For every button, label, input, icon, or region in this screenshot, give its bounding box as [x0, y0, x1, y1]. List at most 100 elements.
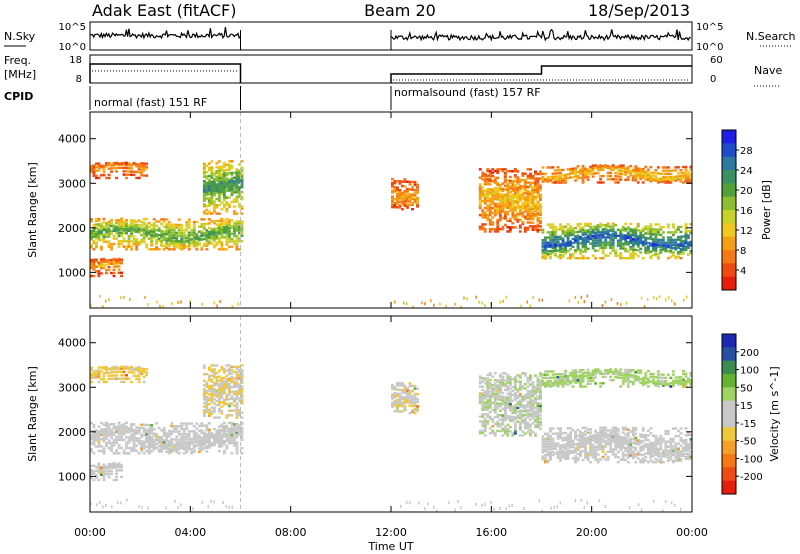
echo-cell — [95, 230, 98, 234]
echo-cell — [611, 228, 615, 231]
echo-cell — [411, 400, 414, 403]
echo-cell — [496, 181, 500, 185]
echo-cell — [516, 188, 520, 191]
echo-cell — [584, 442, 587, 446]
echo-cell — [217, 178, 221, 182]
echo-cell — [551, 432, 555, 435]
echo-cell — [172, 242, 176, 245]
echo-cell — [649, 451, 653, 454]
echo-cell — [401, 398, 404, 401]
echo-cell — [393, 188, 397, 191]
echo-cell — [135, 429, 139, 432]
echo-cell — [222, 376, 226, 379]
echo-cell — [152, 434, 156, 437]
echo-cell — [488, 223, 492, 226]
echo-cell — [684, 230, 688, 233]
echo-cell — [564, 243, 567, 246]
echo-cell — [651, 450, 655, 453]
echo-cell — [238, 370, 241, 373]
echo-cell — [175, 441, 179, 444]
echo-cell — [523, 426, 527, 430]
echo-cell — [233, 433, 236, 437]
echo-cell — [629, 233, 633, 236]
echo-cell — [523, 410, 527, 413]
echo-cell — [636, 239, 640, 242]
echo-cell — [107, 447, 111, 450]
echo-cell — [526, 392, 530, 395]
echo-cell — [112, 167, 116, 170]
echo-cell — [102, 233, 106, 236]
echo-cell — [496, 396, 500, 399]
echo-cell — [120, 258, 123, 261]
echo-cell — [478, 401, 482, 404]
echo-cell — [518, 426, 522, 429]
echo-cell — [626, 226, 630, 229]
echo-cell — [240, 224, 244, 227]
echo-cell — [177, 444, 181, 447]
echo-cell — [92, 425, 96, 429]
echo-cell — [155, 246, 159, 249]
echo-cell — [523, 383, 527, 386]
echo-cell — [574, 435, 577, 438]
echo-cell — [228, 379, 231, 382]
echo-cell — [523, 181, 527, 184]
echo-cell — [521, 178, 525, 182]
echo-cell — [656, 166, 660, 169]
echo-cell — [217, 228, 221, 231]
echo-cell — [120, 435, 123, 439]
echo-cell — [539, 189, 542, 192]
echo-cell — [162, 440, 166, 444]
echo-cell — [631, 242, 635, 245]
echo-cell — [529, 217, 532, 221]
echo-cell — [516, 406, 520, 410]
echo-cell — [616, 456, 620, 459]
echo-cell — [616, 432, 620, 435]
echo-cell — [205, 399, 209, 402]
echo-cell — [614, 428, 618, 431]
echo-cell — [584, 229, 587, 232]
echo-cell — [496, 225, 500, 229]
echo-cell — [541, 257, 545, 260]
echo-cell — [167, 447, 171, 451]
echo-cell — [576, 242, 580, 245]
echo-cell — [117, 268, 121, 271]
echo-cell — [596, 443, 600, 446]
echo-cell — [406, 401, 409, 404]
echo-cell — [145, 245, 149, 249]
echo-cell — [416, 407, 419, 411]
echo-cell — [137, 171, 141, 174]
echo-cell — [110, 377, 113, 380]
echo-cell — [413, 392, 417, 396]
echo-cell — [541, 248, 545, 251]
echo-cell — [621, 451, 625, 454]
echo-cell — [396, 194, 399, 198]
echo-cell — [679, 176, 683, 180]
echo-cell — [513, 196, 517, 199]
echo-cell — [551, 223, 555, 226]
echo-cell — [506, 211, 510, 214]
echo-cell — [566, 243, 570, 246]
echo-cell — [123, 295, 125, 299]
echo-cell — [396, 384, 399, 387]
echo-cell — [536, 172, 540, 176]
echo-cell — [117, 370, 121, 374]
echo-cell — [614, 436, 618, 440]
echo-cell — [513, 388, 517, 391]
echo-cell — [413, 407, 417, 411]
echo-cell — [521, 384, 525, 388]
echo-cell — [202, 440, 206, 443]
echo-cell — [589, 449, 593, 452]
echo-cell — [233, 184, 236, 187]
echo-cell — [589, 428, 593, 431]
echo-cell — [591, 225, 595, 229]
nave-tick-bottom: 0 — [710, 74, 716, 85]
echo-cell — [511, 411, 515, 414]
echo-cell — [233, 210, 236, 213]
echo-cell — [235, 428, 239, 431]
echo-cell — [511, 170, 515, 173]
echo-cell — [145, 432, 149, 436]
echo-cell — [110, 167, 113, 170]
echo-cell — [534, 374, 537, 377]
echo-cell — [112, 229, 116, 232]
velocity-panel — [90, 316, 692, 512]
